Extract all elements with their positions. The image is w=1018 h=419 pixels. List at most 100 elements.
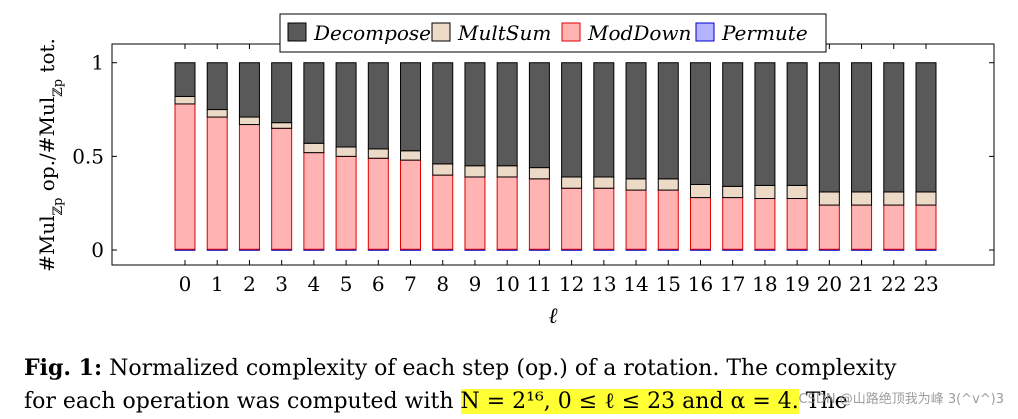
bar-decompose-10	[496, 62, 518, 167]
x-tick-label: 16	[688, 272, 713, 296]
bar-multsum-17	[722, 185, 744, 199]
x-tick-label: 12	[559, 272, 584, 296]
x-tick-label: 2	[243, 272, 256, 296]
bar-multsum-15	[657, 178, 679, 191]
bar-decompose-4	[303, 62, 325, 144]
bar-decompose-9	[464, 62, 486, 167]
bar-moddown-11	[528, 178, 550, 250]
x-tick-label: 23	[913, 272, 938, 296]
bar-multsum-0	[174, 95, 196, 105]
legend-swatch-moddown	[561, 22, 581, 42]
bar-decompose-0	[174, 62, 196, 97]
caption-line1: Normalized complexity of each step (op.)…	[109, 356, 897, 381]
bar-decompose-13	[593, 62, 615, 178]
x-tick-label: 0	[179, 272, 192, 296]
legend-label-multsum: MultSum	[457, 21, 551, 45]
caption-label: Fig. 1:	[24, 355, 103, 381]
bar-multsum-14	[625, 178, 647, 191]
x-tick-label: 3	[275, 272, 288, 296]
x-tick-label: 14	[623, 272, 648, 296]
bar-multsum-7	[400, 150, 422, 161]
bar-decompose-17	[722, 62, 744, 187]
x-axis-ticks: 0 1 2 3 4 5 6 7 8 9 10 11 12 13 14 15 16 17 18 19 20 21 22 23	[179, 44, 939, 296]
bar-multsum-3	[271, 122, 293, 129]
bar-moddown-13	[593, 187, 615, 250]
x-tick-label: 21	[849, 272, 874, 296]
x-tick-label: 17	[720, 272, 745, 296]
bar-multsum-13	[593, 176, 615, 189]
x-tick-label: 22	[881, 272, 906, 296]
y-tick-label: 1	[91, 51, 104, 75]
bar-decompose-12	[561, 62, 583, 178]
bar-multsum-10	[496, 165, 518, 178]
bar-decompose-2	[238, 62, 260, 118]
bar-moddown-19	[786, 198, 808, 250]
y-label-part: op./#Mul	[35, 97, 59, 198]
y-tick-label: 0.5	[72, 144, 104, 168]
bar-multsum-1	[206, 109, 228, 118]
y-label-part: ℤp	[51, 79, 66, 97]
legend-box	[279, 13, 827, 53]
bar-moddown-14	[625, 189, 647, 250]
bar-decompose-23	[915, 62, 937, 193]
bar-decompose-19	[786, 62, 808, 186]
bar-moddown-6	[367, 157, 389, 250]
bar-decompose-18	[754, 62, 776, 186]
y-label-part: #Mul	[35, 215, 59, 272]
bar-moddown-18	[754, 198, 776, 250]
y-label-part: tot.	[35, 38, 59, 79]
x-tick-label: 5	[340, 272, 353, 296]
bar-decompose-14	[625, 62, 647, 180]
bar-decompose-8	[432, 62, 454, 165]
figure-caption: Fig. 1: Normalized complexity of each st…	[24, 352, 1014, 418]
bar-moddown-22	[883, 204, 905, 250]
bar-multsum-2	[238, 116, 260, 126]
bar-moddown-23	[915, 204, 937, 250]
bar-moddown-0	[174, 103, 196, 250]
x-tick-label: 7	[404, 272, 417, 296]
bar-moddown-12	[561, 187, 583, 250]
bar-moddown-20	[818, 204, 840, 250]
x-axis-label: ℓ	[548, 304, 558, 329]
x-tick-label: 19	[784, 272, 809, 296]
bars-group	[174, 62, 937, 251]
bar-decompose-6	[367, 62, 389, 150]
bar-moddown-2	[238, 124, 260, 250]
x-tick-label: 4	[308, 272, 321, 296]
bar-moddown-8	[432, 174, 454, 250]
bar-decompose-15	[657, 62, 679, 180]
bar-multsum-9	[464, 165, 486, 178]
bar-moddown-4	[303, 152, 325, 250]
bar-decompose-7	[400, 62, 422, 152]
bar-moddown-3	[271, 127, 293, 250]
bar-multsum-22	[883, 191, 905, 206]
bar-decompose-20	[818, 62, 840, 193]
bar-multsum-12	[561, 176, 583, 189]
x-tick-label: 9	[469, 272, 482, 296]
bar-moddown-15	[657, 189, 679, 250]
y-label-part: ℤp	[51, 198, 66, 216]
bar-multsum-23	[915, 191, 937, 206]
legend-label-decompose: Decompose	[313, 21, 431, 45]
x-tick-label: 18	[752, 272, 777, 296]
x-tick-label: 6	[372, 272, 385, 296]
legend-swatch-decompose	[287, 22, 307, 42]
stacked-bar-chart: 00.51 0 1 2 3 4 5 6 7 8 9 10 11 12 13 14 15 16 17 18 19 20 21…	[35, 13, 995, 329]
bar-moddown-16	[689, 197, 711, 250]
caption-line2-start: for each operation was computed with	[24, 389, 461, 414]
legend-label-permute: Permute	[721, 21, 808, 45]
y-tick-label: 0	[91, 238, 104, 262]
bar-moddown-7	[400, 159, 422, 250]
bar-moddown-9	[464, 176, 486, 250]
bar-multsum-21	[851, 191, 873, 206]
bar-moddown-5	[335, 155, 357, 250]
x-tick-label: 8	[436, 272, 449, 296]
bar-moddown-10	[496, 176, 518, 250]
x-tick-label: 11	[527, 272, 552, 296]
bar-multsum-6	[367, 148, 389, 159]
bar-decompose-1	[206, 62, 228, 111]
bar-decompose-5	[335, 62, 357, 148]
x-tick-label: 1	[211, 272, 224, 296]
bar-decompose-22	[883, 62, 905, 193]
caption-line2-end: The	[798, 389, 848, 414]
